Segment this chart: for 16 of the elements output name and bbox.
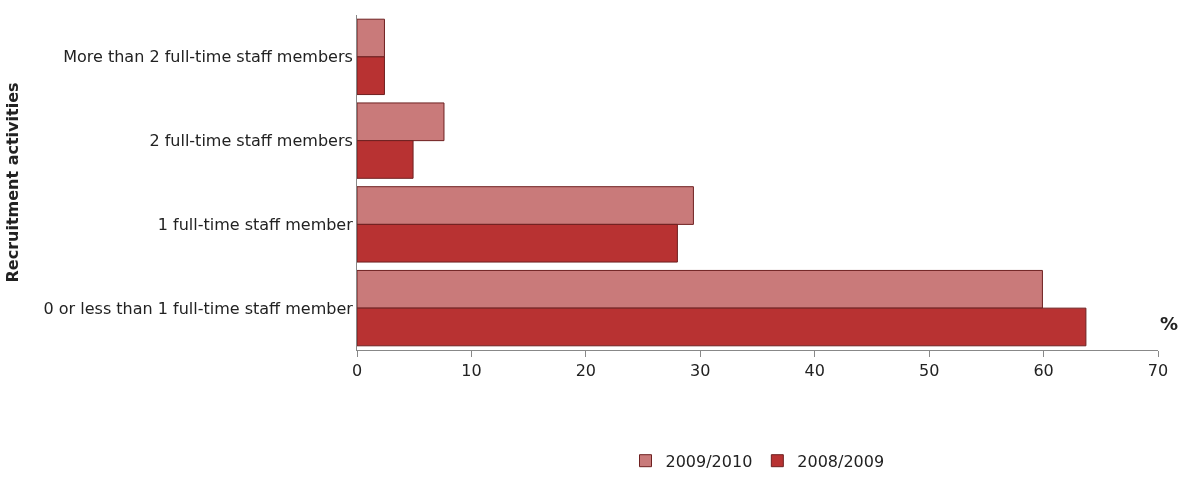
x-tick-label: 60 bbox=[1033, 361, 1054, 381]
x-tick-label: 40 bbox=[804, 361, 825, 381]
legend-label: 2008/2009 bbox=[797, 451, 885, 471]
x-tick-label: 70 bbox=[1147, 361, 1169, 381]
y-tick-label: 2 full-time staff members bbox=[149, 131, 353, 151]
x-tick-label: 0 bbox=[351, 361, 363, 381]
x-tick-label: 10 bbox=[461, 361, 482, 381]
x-axis-title: % bbox=[1160, 313, 1179, 334]
y-tick-label: 0 or less than 1 full-time staff member bbox=[43, 298, 354, 318]
legend-label: 2009/2010 bbox=[665, 451, 753, 471]
y-tick-label: More than 2 full-time staff members bbox=[63, 47, 353, 67]
x-tick-label: 30 bbox=[690, 361, 711, 381]
y-tick-label: 1 full-time staff member bbox=[157, 214, 354, 234]
y-axis-title: Recruitment activities bbox=[3, 82, 23, 283]
x-tick-label: 50 bbox=[918, 361, 940, 381]
x-tick-label: 20 bbox=[575, 361, 597, 381]
